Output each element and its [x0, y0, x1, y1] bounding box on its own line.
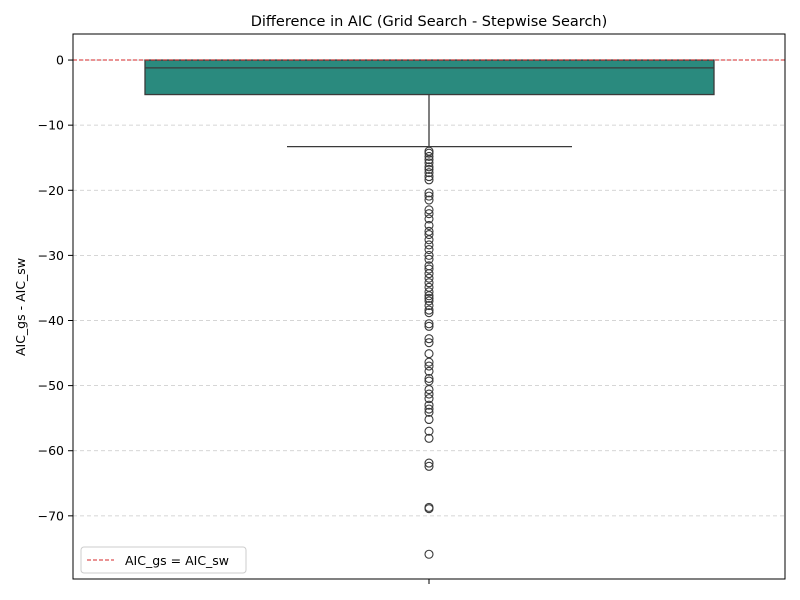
outlier-point	[424, 433, 434, 443]
outlier-point	[424, 308, 434, 318]
outlier-points	[424, 146, 434, 559]
outlier-point	[424, 214, 434, 224]
outlier-point	[424, 244, 434, 255]
outlier-point	[424, 240, 434, 250]
outlier-point	[424, 321, 434, 331]
outlier-point	[424, 273, 434, 283]
outlier-point	[424, 394, 434, 404]
outlier-point	[424, 205, 434, 215]
outlier-point	[424, 235, 434, 245]
y-tick-label: −30	[38, 248, 64, 263]
y-tick-label: −40	[38, 313, 64, 328]
outlier-point	[424, 373, 434, 384]
outlier-point	[424, 305, 434, 315]
outlier-point	[424, 549, 434, 559]
outlier-point	[424, 172, 434, 182]
y-tick-label: −70	[38, 508, 64, 523]
outlier-point	[424, 461, 434, 471]
outlier-point	[424, 407, 434, 417]
outlier-point	[424, 162, 434, 172]
outlier-point	[424, 264, 434, 274]
outlier-point	[424, 191, 434, 201]
interquartile-box	[144, 59, 715, 96]
outlier-point	[424, 366, 434, 376]
outlier-point	[424, 168, 434, 178]
outlier-point	[424, 458, 434, 468]
outlier-point	[424, 389, 434, 399]
legend: AIC_gs = AIC_sw	[80, 546, 247, 574]
outlier-point	[424, 334, 434, 344]
y-tick-label: −60	[38, 443, 64, 458]
outlier-point	[424, 291, 434, 301]
outlier-point	[424, 175, 434, 185]
outlier-point	[424, 148, 434, 158]
outlier-point	[424, 404, 434, 414]
outlier-point	[424, 361, 434, 371]
outlier-point	[424, 287, 434, 297]
outlier-point	[424, 426, 434, 436]
outlier-point	[424, 151, 434, 161]
outlier-point	[424, 254, 434, 264]
outlier-point	[424, 357, 434, 367]
chart-title: Difference in AIC (Grid Search - Stepwis…	[251, 14, 608, 30]
outlier-point	[424, 250, 434, 260]
legend-entry-label: AIC_gs = AIC_sw	[125, 553, 229, 568]
outlier-point	[424, 195, 434, 205]
outlier-point	[424, 164, 434, 174]
outlier-point	[424, 414, 434, 425]
outlier-point	[424, 278, 434, 288]
outlier-point	[424, 229, 434, 240]
outlier-point	[424, 158, 434, 168]
outlier-point	[424, 155, 434, 165]
y-tick-label: −20	[38, 183, 64, 198]
outlier-point	[424, 188, 434, 198]
outlier-point	[424, 504, 434, 514]
outlier-point	[424, 209, 434, 219]
y-axis-ticks: 0 −10 −20 −30 −40 −50 −60 −70	[38, 53, 73, 523]
outlier-point	[424, 384, 434, 395]
outlier-point	[424, 269, 434, 279]
outlier-point	[424, 293, 434, 303]
outlier-point	[424, 300, 434, 311]
y-tick-label: −50	[38, 378, 64, 393]
outlier-point	[424, 319, 434, 329]
outlier-point	[424, 220, 434, 230]
y-axis-label: AIC_gs - AIC_sw	[13, 258, 28, 356]
box-plot	[144, 59, 715, 148]
outlier-point	[424, 338, 434, 348]
y-tick-label: −10	[38, 118, 64, 133]
outlier-point	[424, 400, 434, 410]
y-tick-label: 0	[56, 53, 64, 68]
legend-box	[80, 546, 247, 574]
outlier-point	[424, 296, 434, 306]
